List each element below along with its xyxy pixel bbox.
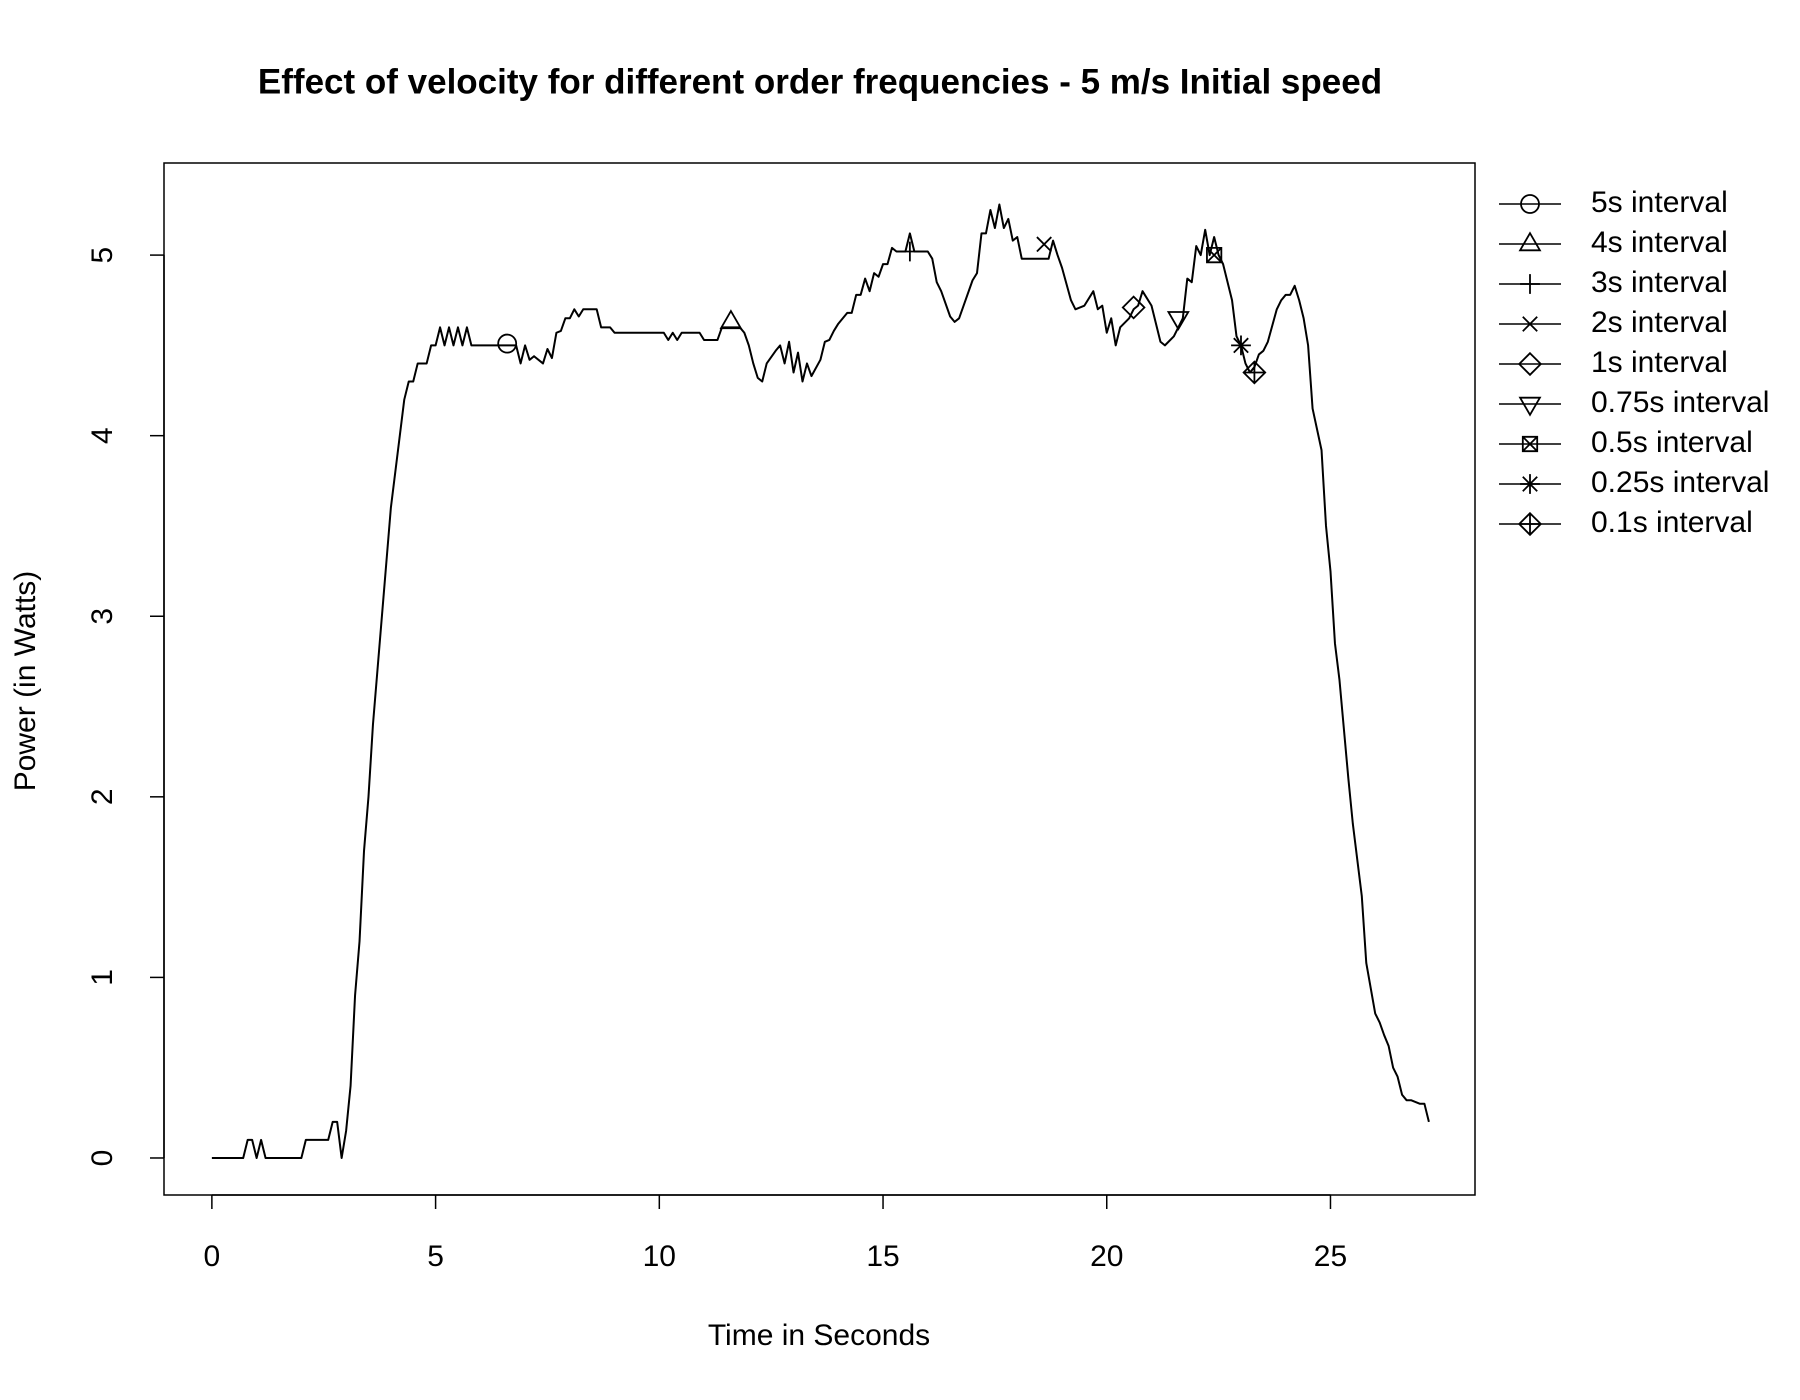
legend-label: 0.5s interval bbox=[1591, 426, 1753, 459]
x-tick-label: 20 bbox=[1090, 1240, 1123, 1273]
point-marker bbox=[899, 241, 920, 262]
legend-marker bbox=[1520, 474, 1540, 494]
legend-label: 3s interval bbox=[1591, 266, 1728, 299]
point-marker bbox=[497, 333, 518, 354]
legend-label: 1s interval bbox=[1591, 346, 1728, 379]
point-marker bbox=[1242, 360, 1267, 385]
x-tick-label: 5 bbox=[427, 1240, 444, 1273]
legend-marker bbox=[1520, 194, 1540, 214]
y-tick-label: 2 bbox=[86, 788, 119, 805]
x-tick-label: 10 bbox=[643, 1240, 676, 1273]
y-tick-label: 1 bbox=[86, 969, 119, 986]
y-tick-label: 5 bbox=[86, 247, 119, 264]
legend-marker bbox=[1522, 316, 1538, 332]
x-tick-label: 0 bbox=[204, 1240, 221, 1273]
point-marker bbox=[1166, 311, 1190, 331]
legend-label: 0.25s interval bbox=[1591, 466, 1769, 499]
y-tick-label: 3 bbox=[86, 608, 119, 625]
legend-marker bbox=[1521, 435, 1539, 453]
legend-label: 2s interval bbox=[1591, 306, 1728, 339]
legend-marker bbox=[1520, 274, 1540, 294]
point-marker bbox=[1036, 236, 1052, 253]
y-tick-label: 4 bbox=[86, 427, 119, 444]
x-tick-label: 25 bbox=[1314, 1240, 1347, 1273]
x-tick-label: 15 bbox=[866, 1240, 899, 1273]
legend-marker bbox=[1518, 396, 1542, 417]
legend-marker bbox=[1517, 351, 1543, 377]
chart-title: Effect of velocity for different order f… bbox=[258, 62, 1382, 101]
y-axis-title: Power (in Watts) bbox=[9, 571, 42, 792]
legend-marker bbox=[1517, 511, 1543, 537]
point-marker bbox=[1231, 335, 1251, 356]
point-marker bbox=[1206, 246, 1223, 264]
legend-label: 0.1s interval bbox=[1591, 506, 1753, 539]
legend-label: 0.75s interval bbox=[1591, 386, 1769, 419]
y-tick-label: 0 bbox=[86, 1150, 119, 1167]
point-marker bbox=[1121, 295, 1146, 320]
legend-marker bbox=[1518, 231, 1542, 252]
x-axis-title: Time in Seconds bbox=[708, 1319, 930, 1352]
legend-label: 5s interval bbox=[1591, 186, 1728, 219]
legend-label: 4s interval bbox=[1591, 226, 1728, 259]
point-marker bbox=[719, 309, 743, 330]
